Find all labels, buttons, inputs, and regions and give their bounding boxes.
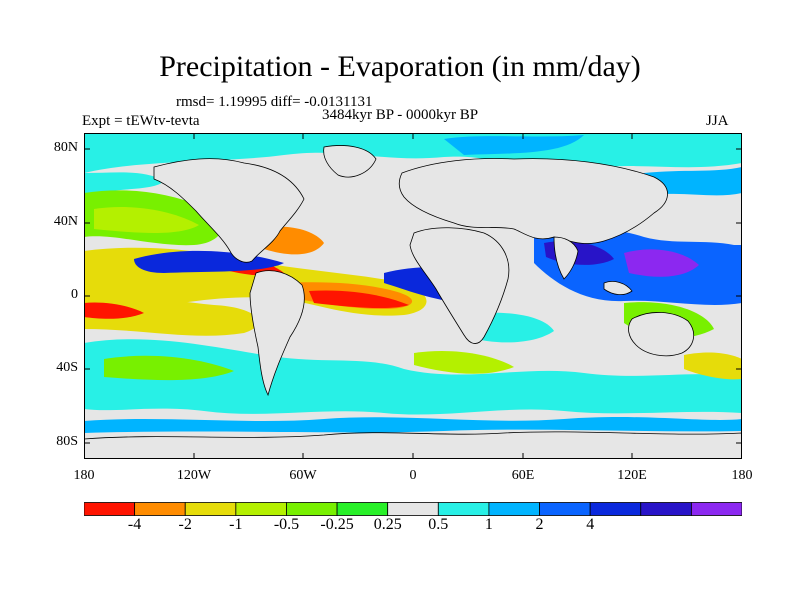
precip-evap-map	[84, 133, 742, 459]
africa	[409, 227, 510, 344]
south-east-yellow	[684, 352, 742, 380]
colorbar	[84, 502, 742, 516]
colorbar-box	[539, 502, 591, 516]
australia	[628, 312, 695, 357]
southern-ocean-cyan	[84, 339, 742, 415]
colorbar-label: -0.25	[320, 516, 354, 533]
colorbar-label: -4	[127, 516, 142, 533]
north-pacific-band	[84, 172, 164, 195]
lon-label-0: 0	[409, 468, 417, 483]
colorbar-label: 0.25	[373, 516, 402, 533]
atlantic-dry-red	[309, 290, 409, 309]
colorbar-label: 1	[484, 516, 493, 533]
west-pacific-purple	[624, 249, 699, 277]
south-pacific-dry-yellow	[84, 294, 259, 336]
stats-text: rmsd= 1.19995 diff= -0.0131131	[176, 94, 373, 110]
colorbar-box	[84, 502, 136, 516]
lat-label-40n: 40N	[53, 214, 78, 229]
lat-label-40s: 40S	[56, 360, 78, 375]
colorbar-box	[286, 502, 338, 516]
south-america	[249, 270, 305, 397]
lon-label-180w: 180	[73, 468, 95, 483]
antarctica	[84, 431, 742, 459]
experiment-label: Expt = tEWtv-tevta	[82, 113, 200, 129]
colorbar-label: 4	[586, 516, 595, 533]
south-pacific-green	[104, 355, 234, 381]
plot-title: Precipitation - Evaporation (in mm/day)	[159, 50, 641, 83]
colorbar-box	[235, 502, 287, 516]
continent-outlines	[84, 145, 742, 459]
colorbar-box	[488, 502, 540, 516]
lon-label-60e: 60E	[511, 468, 535, 483]
lon-label-60w: 60W	[289, 468, 317, 483]
lat-label-eq: 0	[71, 287, 78, 302]
lon-label-180e: 180	[731, 468, 753, 483]
antarctic-edge-blue	[84, 417, 742, 433]
india	[553, 236, 579, 280]
lat-label-80n: 80N	[53, 140, 78, 155]
greenland	[323, 145, 377, 178]
colorbar-label: 2	[535, 516, 544, 533]
lon-label-120e: 120E	[617, 468, 647, 483]
colorbar-box	[690, 502, 742, 516]
sumatra-borneo	[603, 281, 633, 295]
north-america	[153, 158, 305, 263]
east-pacific-red	[84, 302, 144, 319]
colorbar-label: 0.5	[428, 516, 449, 533]
colorbar-box	[589, 502, 642, 516]
eurasia	[398, 158, 668, 244]
lon-label-120w: 120W	[176, 468, 212, 483]
period-text: 3484kyr BP - 0000kyr BP	[322, 107, 479, 123]
lat-label-80s: 80S	[56, 434, 78, 449]
colorbar-box	[437, 502, 490, 516]
south-atlantic-yellowgreen	[414, 350, 514, 374]
colorbar-box	[387, 502, 439, 516]
colorbar-box	[640, 502, 692, 516]
north-pacific-east-band	[644, 167, 742, 196]
season-label: JJA	[706, 113, 729, 129]
colorbar-box	[134, 502, 186, 516]
colorbar-box	[184, 502, 237, 516]
colorbar-label: -1	[229, 516, 243, 533]
colorbar-label: -0.5	[273, 516, 300, 533]
arctic-eurasia-blue	[444, 135, 584, 155]
map-ticks	[84, 133, 742, 459]
north-pacific-yellowgreen	[94, 206, 199, 233]
colorbar-label: -2	[178, 516, 192, 533]
colorbar-box	[336, 502, 389, 516]
